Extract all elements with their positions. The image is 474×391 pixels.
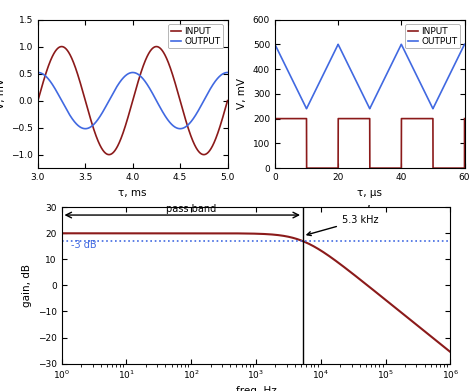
OUTPUT	[387, 65, 393, 69]
Y-axis label: V, mV: V, mV	[0, 78, 6, 109]
OUTPUT	[108, 95, 114, 100]
Line: OUTPUT: OUTPUT	[38, 72, 228, 129]
INPUT	[57, 45, 63, 49]
INPUT	[300, 116, 306, 121]
INPUT	[108, 152, 114, 157]
OUTPUT	[68, 114, 73, 119]
OUTPUT	[221, 71, 227, 76]
INPUT	[304, 166, 310, 170]
Line: INPUT: INPUT	[38, 47, 228, 154]
INPUT	[68, 54, 73, 59]
INPUT	[272, 116, 278, 121]
Line: OUTPUT: OUTPUT	[275, 44, 465, 109]
Y-axis label: V, mV: V, mV	[237, 78, 247, 109]
Line: INPUT: INPUT	[275, 118, 465, 168]
INPUT	[282, 116, 288, 121]
X-axis label: τ, ms: τ, ms	[118, 188, 147, 197]
Text: pass band: pass band	[166, 204, 216, 214]
Text: 5.3 kHz: 5.3 kHz	[307, 215, 378, 235]
INPUT	[387, 166, 393, 170]
OUTPUT	[300, 99, 306, 104]
INPUT	[462, 116, 467, 121]
Text: a: a	[128, 204, 137, 219]
INPUT	[116, 141, 122, 146]
X-axis label: freq, Hz: freq, Hz	[236, 386, 276, 391]
OUTPUT	[116, 81, 122, 86]
OUTPUT	[225, 70, 230, 75]
Legend: INPUT, OUTPUT: INPUT, OUTPUT	[168, 24, 223, 48]
Y-axis label: gain, dB: gain, dB	[22, 264, 32, 307]
OUTPUT	[369, 102, 375, 106]
INPUT	[369, 166, 375, 170]
OUTPUT	[82, 126, 88, 131]
Text: -3 dB: -3 dB	[71, 240, 97, 249]
OUTPUT	[35, 70, 41, 75]
INPUT	[59, 44, 64, 49]
INPUT	[201, 152, 206, 157]
X-axis label: τ, μs: τ, μs	[357, 188, 382, 197]
OUTPUT	[272, 42, 278, 47]
INPUT	[35, 98, 41, 103]
Text: b: b	[365, 204, 374, 219]
OUTPUT	[282, 62, 288, 67]
INPUT	[201, 152, 207, 157]
INPUT	[321, 166, 327, 170]
OUTPUT	[372, 96, 377, 101]
OUTPUT	[321, 71, 327, 75]
INPUT	[221, 111, 227, 116]
OUTPUT	[201, 99, 206, 104]
OUTPUT	[462, 42, 467, 47]
INPUT	[225, 98, 230, 103]
INPUT	[372, 166, 378, 170]
OUTPUT	[57, 94, 63, 99]
Legend: INPUT, OUTPUT: INPUT, OUTPUT	[405, 24, 460, 48]
OUTPUT	[430, 106, 436, 111]
